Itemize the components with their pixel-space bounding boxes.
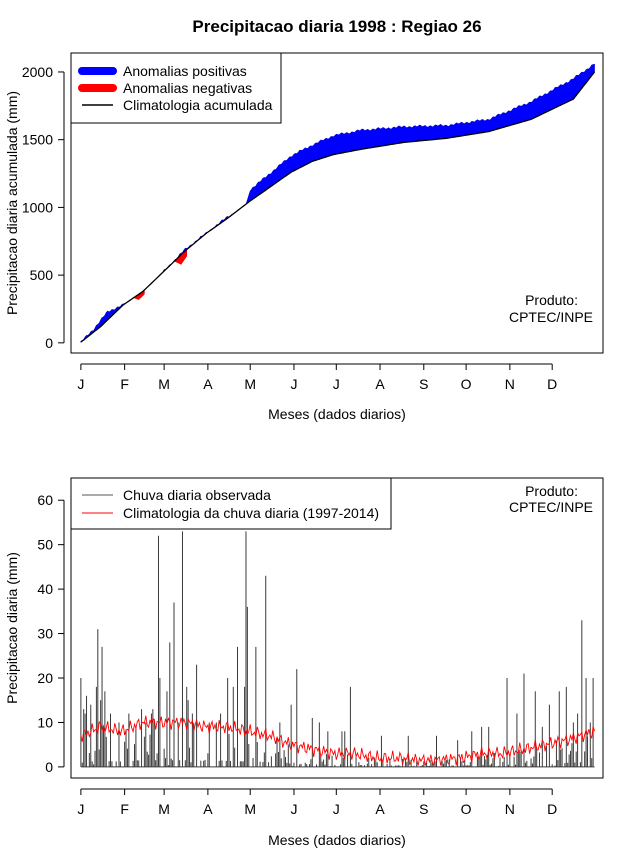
- cumulative-product-source: CPTEC/INPE: [509, 309, 593, 325]
- cumulative-x-tick-label: S: [419, 376, 428, 392]
- cumulative-y-tick-label: 2000: [22, 64, 53, 80]
- cumulative-x-tick-label: M: [158, 376, 170, 392]
- cumulative-x-tick-label: O: [461, 376, 472, 392]
- daily-climatology-line: [80, 715, 595, 768]
- daily-x-tick-label: M: [158, 801, 170, 817]
- cumulative-x-tick-label: M: [244, 376, 256, 392]
- cumulative-y-tick-label: 500: [30, 267, 54, 283]
- daily-y-tick-label: 0: [45, 759, 53, 775]
- daily-x-tick-label: M: [244, 801, 256, 817]
- cumulative-y-axis-label: Precipitacao diaria acumulada (mm): [4, 91, 20, 315]
- cumulative-y-tick-label: 1500: [22, 132, 53, 148]
- daily-x-tick-label: J: [333, 801, 340, 817]
- daily-y-tick-label: 10: [37, 714, 53, 730]
- cumulative-plot-frame: [70, 52, 604, 354]
- cumulative-x-tick-label: F: [120, 376, 129, 392]
- daily-precipitation-panel: 0 10 20 30 40 50 60 J F M A M J J A S O N D Meses (dados d…: [4, 477, 604, 848]
- legend-label-negative-anomaly: Anomalias negativas: [123, 80, 252, 96]
- daily-x-tick-label: N: [505, 801, 515, 817]
- daily-legend-box: [70, 477, 392, 530]
- legend-label-observed-rain: Chuva diaria observada: [123, 487, 271, 503]
- cumulative-precipitation-panel: 0 500 1000 1500 2000 J F M A M J J A S O N D Meses (dado…: [4, 52, 604, 422]
- daily-x-tick-label: S: [419, 801, 428, 817]
- legend-label-daily-climatology: Climatologia da chuva diaria (1997-2014): [123, 505, 379, 521]
- daily-product-label: Produto:: [525, 483, 578, 499]
- daily-legend: Chuva diaria observada Climatologia da c…: [70, 477, 392, 530]
- cumulative-x-tick-label: D: [547, 376, 557, 392]
- legend-label-positive-anomaly: Anomalias positivas: [123, 63, 247, 79]
- daily-y-tick-label: 40: [37, 581, 53, 597]
- daily-y-tick-label: 20: [37, 670, 53, 686]
- daily-x-tick-label: A: [375, 801, 385, 817]
- cumulative-x-tick-label: J: [77, 376, 84, 392]
- cumulative-x-axis-label: Meses (dados diarios): [268, 406, 406, 422]
- daily-x-tick-label: J: [77, 801, 84, 817]
- daily-product-source: CPTEC/INPE: [509, 499, 593, 515]
- cumulative-axes: 0 500 1000 1500 2000 J F M A M J J A S O N D: [22, 64, 557, 392]
- daily-y-tick-label: 30: [37, 626, 53, 642]
- legend-label-cumulative-climatology: Climatologia acumulada: [123, 97, 273, 113]
- cumulative-plot-area: [80, 63, 596, 343]
- cumulative-legend: Anomalias positivas Anomalias negativas …: [70, 52, 282, 124]
- daily-y-tick-label: 50: [37, 537, 53, 553]
- cumulative-climatology-line: [80, 71, 596, 343]
- cumulative-x-tick-label: A: [203, 376, 213, 392]
- cumulative-y-tick-label: 1000: [22, 199, 53, 215]
- daily-x-tick-label: O: [461, 801, 472, 817]
- daily-x-tick-label: A: [203, 801, 213, 817]
- cumulative-x-tick-label: A: [375, 376, 385, 392]
- cumulative-x-tick-label: J: [333, 376, 340, 392]
- daily-y-tick-label: 60: [37, 492, 53, 508]
- daily-x-tick-label: F: [120, 801, 129, 817]
- daily-x-axis-label: Meses (dados diarios): [268, 832, 406, 848]
- cumulative-product-label: Produto:: [525, 292, 578, 308]
- daily-x-tick-label: D: [547, 801, 557, 817]
- daily-x-tick-label: J: [290, 801, 297, 817]
- daily-series-group: [80, 531, 595, 768]
- daily-plot-area: [80, 531, 595, 768]
- daily-axes: 0 10 20 30 40 50 60 J F M A M J J A S O N D: [37, 492, 557, 817]
- cumulative-x-tick-label: N: [505, 376, 515, 392]
- chart-title: Precipitacao diaria 1998 : Regiao 26: [192, 17, 481, 36]
- daily-y-axis-label: Precipitacao diaria (mm): [4, 552, 20, 704]
- cumulative-x-tick-label: J: [290, 376, 297, 392]
- cumulative-y-tick-label: 0: [45, 335, 53, 351]
